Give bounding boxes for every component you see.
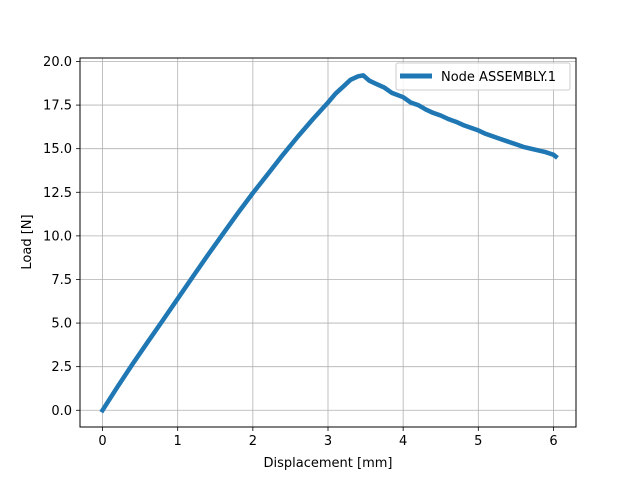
series-layer <box>99 73 559 414</box>
x-tick-label: 6 <box>549 434 557 449</box>
x-axis-label: Displacement [mm] <box>264 456 393 471</box>
x-tick-label: 3 <box>324 434 332 449</box>
x-tick-label: 0 <box>98 434 106 449</box>
y-tick-label: 20.0 <box>43 55 72 70</box>
y-tick-label: 12.5 <box>43 186 72 201</box>
y-tick-label: 2.5 <box>51 360 72 375</box>
x-tick-label: 1 <box>174 434 182 449</box>
x-tick-label: 2 <box>249 434 257 449</box>
y-tick-label: 10.0 <box>43 229 72 244</box>
y-tick-label: 15.0 <box>43 142 72 157</box>
axis-ticks: 0 1 2 3 4 5 6 0.0 2.5 5.0 7.5 10.0 12.5 15.0 17.5 20.0 <box>43 55 558 449</box>
y-tick-label: 17.5 <box>43 99 72 114</box>
legend: Node ASSEMBLY.1 <box>395 62 571 91</box>
x-tick-label: 5 <box>474 434 482 449</box>
y-axis-label: Load [N] <box>20 214 35 269</box>
x-tick-label: 4 <box>399 434 407 449</box>
legend-box <box>395 62 571 91</box>
grid <box>80 58 576 427</box>
y-tick-label: 0.0 <box>51 404 72 419</box>
legend-label: Node ASSEMBLY.1 <box>441 70 556 85</box>
y-tick-label: 7.5 <box>51 273 72 288</box>
series-line <box>99 73 559 414</box>
y-tick-label: 5.0 <box>51 317 72 332</box>
